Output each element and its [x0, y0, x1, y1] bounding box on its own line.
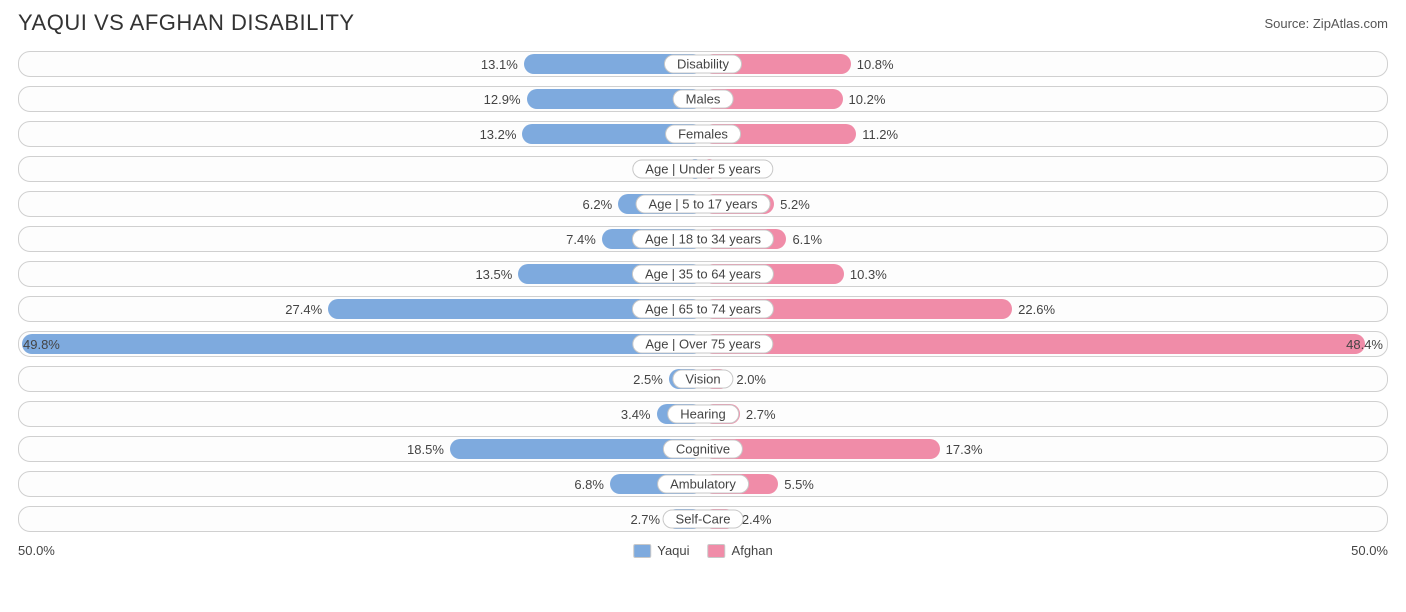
chart-header: YAQUI VS AFGHAN DISABILITY Source: ZipAt… [0, 0, 1406, 42]
value-left: 27.4% [285, 297, 322, 321]
category-label: Disability [664, 55, 742, 74]
value-right: 2.0% [736, 367, 766, 391]
legend-swatch [633, 544, 651, 558]
category-label: Age | Over 75 years [632, 335, 773, 354]
value-left: 6.8% [574, 472, 604, 496]
value-left: 6.2% [583, 192, 613, 216]
chart-footer: 50.0% Yaqui Afghan 50.0% [0, 541, 1406, 558]
value-right: 48.4% [1346, 332, 1383, 356]
category-label: Age | 65 to 74 years [632, 300, 774, 319]
value-right: 2.4% [742, 507, 772, 531]
chart-source: Source: ZipAtlas.com [1264, 16, 1388, 31]
value-right: 10.8% [857, 52, 894, 76]
value-right: 10.3% [850, 262, 887, 286]
value-right: 11.2% [862, 122, 898, 146]
value-left: 3.4% [621, 402, 651, 426]
bar-left [22, 334, 703, 354]
value-left: 12.9% [484, 87, 521, 111]
value-right: 10.2% [849, 87, 886, 111]
chart-row: 6.2% 5.2% Age | 5 to 17 years [18, 191, 1388, 217]
category-label: Vision [672, 370, 733, 389]
category-label: Age | 5 to 17 years [636, 195, 771, 214]
chart-row: 2.5% 2.0%Vision [18, 366, 1388, 392]
value-left: 13.5% [475, 262, 512, 286]
legend-label: Yaqui [657, 543, 689, 558]
chart-row: 7.4% 6.1% Age | 18 to 34 years [18, 226, 1388, 252]
axis-left-label: 50.0% [18, 543, 703, 558]
value-right: 5.5% [784, 472, 814, 496]
category-label: Females [665, 125, 741, 144]
category-label: Cognitive [663, 440, 743, 459]
chart-row: 13.2% 11.2% Females [18, 121, 1388, 147]
chart-row: 3.4% 2.7% Hearing [18, 401, 1388, 427]
chart-row: 13.1% 10.8% Disability [18, 51, 1388, 77]
category-label: Age | Under 5 years [632, 160, 773, 179]
value-left: 2.7% [630, 507, 660, 531]
value-left: 49.8% [23, 332, 60, 356]
value-right: 2.7% [746, 402, 776, 426]
value-right: 17.3% [946, 437, 983, 461]
chart-area: 13.1% 10.8% Disability 12.9% 10.2% Males 13.2%… [0, 51, 1406, 532]
chart-title: YAQUI VS AFGHAN DISABILITY [18, 10, 355, 36]
chart-row: 12.9% 10.2% Males [18, 86, 1388, 112]
value-left: 7.4% [566, 227, 596, 251]
value-left: 18.5% [407, 437, 444, 461]
chart-row: 13.5% 10.3% Age | 35 to 64 years [18, 261, 1388, 287]
value-right: 5.2% [780, 192, 810, 216]
value-right: 6.1% [792, 227, 822, 251]
chart-row: 49.8% 48.4% Age | Over 75 years [18, 331, 1388, 357]
chart-row: 18.5% 17.3% Cognitive [18, 436, 1388, 462]
value-right: 22.6% [1018, 297, 1055, 321]
bar-right [703, 334, 1365, 354]
category-label: Self-Care [663, 510, 744, 529]
axis-right-label: 50.0% [703, 543, 1388, 558]
legend-label: Afghan [732, 543, 773, 558]
category-label: Males [673, 90, 734, 109]
legend-item: Afghan [708, 543, 773, 558]
chart-row: 27.4% 22.6% Age | 65 to 74 years [18, 296, 1388, 322]
value-left: 2.5% [633, 367, 663, 391]
chart-row: 6.8% 5.5% Ambulatory [18, 471, 1388, 497]
category-label: Hearing [667, 405, 739, 424]
category-label: Age | 35 to 64 years [632, 265, 774, 284]
legend-swatch [708, 544, 726, 558]
value-left: 13.2% [480, 122, 517, 146]
legend: Yaqui Afghan [633, 543, 773, 558]
chart-row: 2.7% 2.4%Self-Care [18, 506, 1388, 532]
category-label: Ambulatory [657, 475, 749, 494]
category-label: Age | 18 to 34 years [632, 230, 774, 249]
value-left: 13.1% [481, 52, 518, 76]
legend-item: Yaqui [633, 543, 689, 558]
chart-row: 1.2%0.94%Age | Under 5 years [18, 156, 1388, 182]
